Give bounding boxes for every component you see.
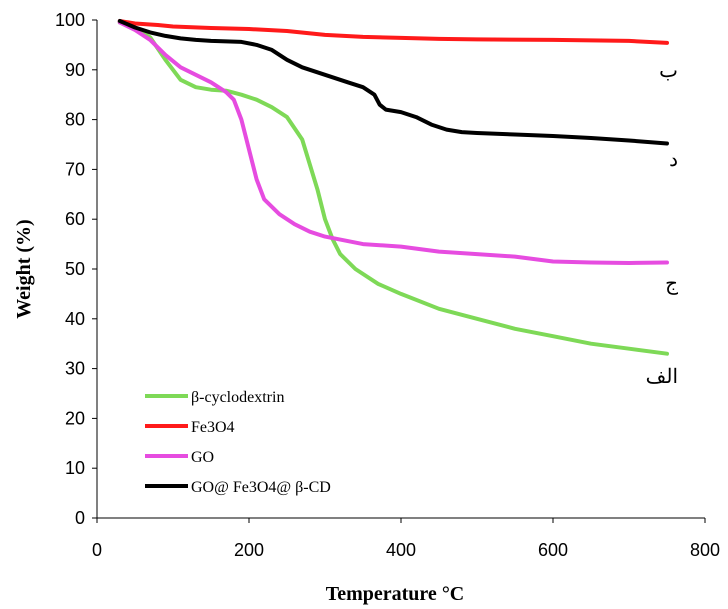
x-tick-label: 600 [538,540,568,560]
y-tick-label: 10 [65,458,85,478]
x-tick-label: 400 [386,540,416,560]
series-layer [117,19,669,356]
series-line [117,19,669,45]
axes: 0 10 20 30 40 50 60 70 80 90 100 0 200 400 600 800 [55,10,720,560]
legend-entry: GO@ Fe3O4@ β-CD [191,479,331,496]
series-line [117,19,669,146]
y-tick-label: 50 [65,259,85,279]
series-line [117,20,669,356]
curve-end-label: الف [646,364,678,388]
x-tick-label: 0 [92,540,102,560]
y-tick-label: 30 [65,359,85,379]
legend-entry: β-cyclodextrin [191,389,284,406]
y-tick-label: 40 [65,309,85,329]
legend-entry: GO [191,449,214,466]
x-tick-label: 200 [234,540,264,560]
legend: β-cyclodextrin Fe3O4 GO GO@ Fe3O4@ β-CD [145,389,331,496]
curve-end-labels: الف ب ج د [646,58,678,388]
curve-end-label: د [669,147,678,171]
y-tick-label: 100 [55,10,85,30]
legend-entry: Fe3O4 [191,419,235,436]
y-tick-label: 0 [75,508,85,528]
y-tick-label: 80 [65,110,85,130]
curve-end-label: ج [665,271,678,295]
x-tick-label: 800 [690,540,720,560]
y-tick-label: 70 [65,159,85,179]
y-tick-label: 20 [65,408,85,428]
y-tick-label: 90 [65,60,85,80]
y-axis-title: Weight (%) [13,219,35,318]
y-tick-label: 60 [65,209,85,229]
x-axis-title: Temperature °C [326,583,465,605]
curve-end-label: ب [659,58,678,82]
series-line [117,20,669,265]
